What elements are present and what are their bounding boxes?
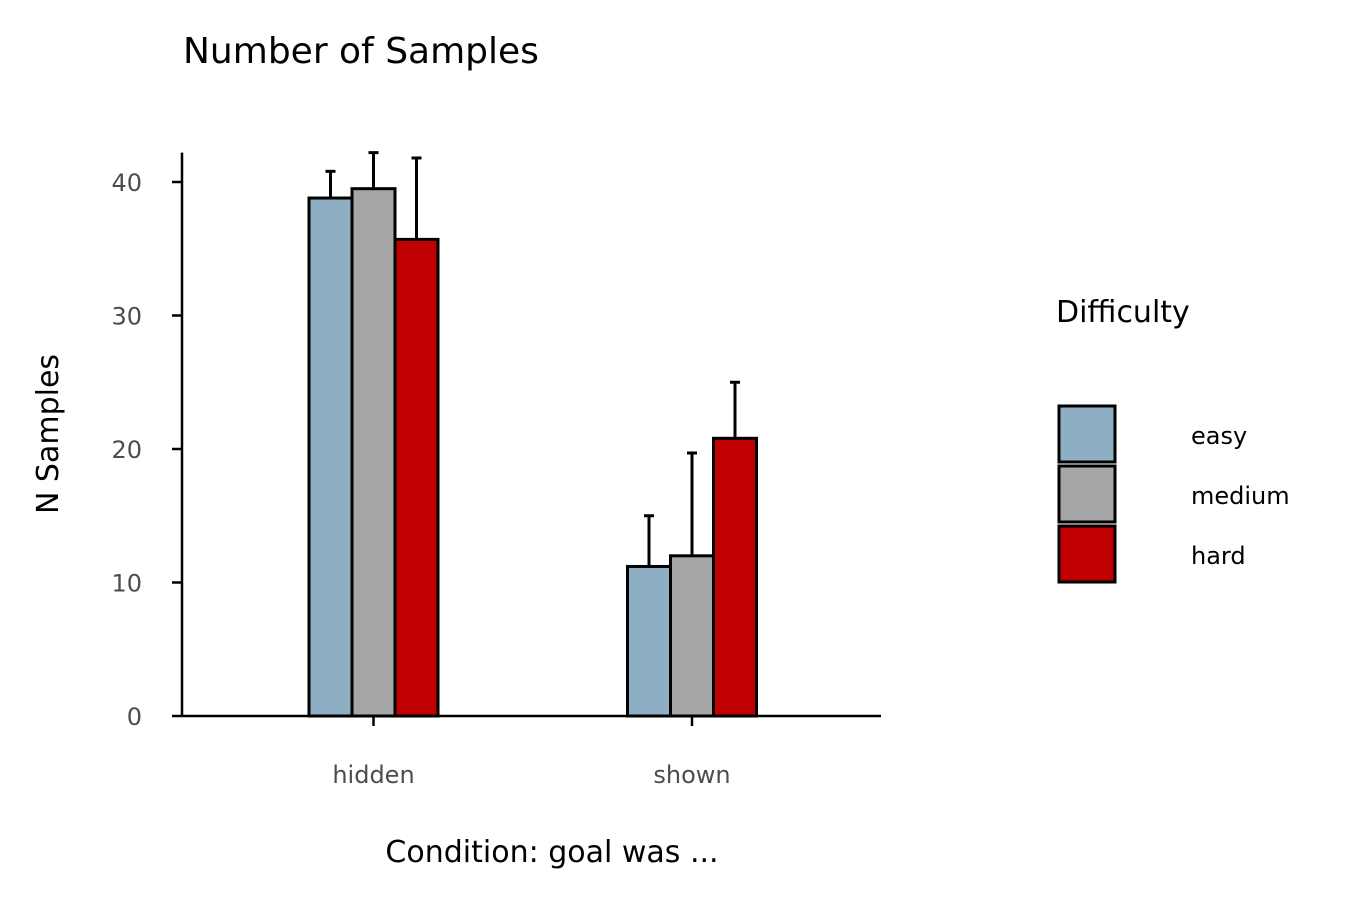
x-tick-label-hidden: hidden [332,761,414,789]
legend-key-medium [1057,464,1117,524]
bar-medium-shown [669,554,715,718]
legend-label-medium: medium [1191,482,1290,510]
bar-easy-shown [626,564,672,718]
bar-easy-hidden [307,196,354,718]
x-axis-title: Condition: goal was ... [385,835,718,870]
legend: Difficulty easy medium hard [1056,295,1290,584]
legend-label-hard: hard [1191,542,1246,570]
y-axis-title: N Samples [31,354,66,514]
legend-label-easy: easy [1191,422,1247,450]
plot-area: 0 10 20 30 40 hidden shown [111,151,758,789]
bar-hard-shown [712,436,758,718]
y-tick-label: 40 [111,169,142,197]
y-tick-label: 10 [111,570,142,598]
bar-hard-hidden [393,237,440,718]
bar-medium-hidden [350,187,397,718]
legend-key-easy [1057,404,1117,464]
legend-key-hard [1057,524,1117,584]
y-tick-label: 20 [111,436,142,464]
x-tick-label-shown: shown [653,761,730,789]
y-tick-label: 30 [111,303,142,331]
legend-title: Difficulty [1056,295,1190,330]
y-tick-label: 0 [127,703,142,731]
chart-title: Number of Samples [183,31,539,72]
